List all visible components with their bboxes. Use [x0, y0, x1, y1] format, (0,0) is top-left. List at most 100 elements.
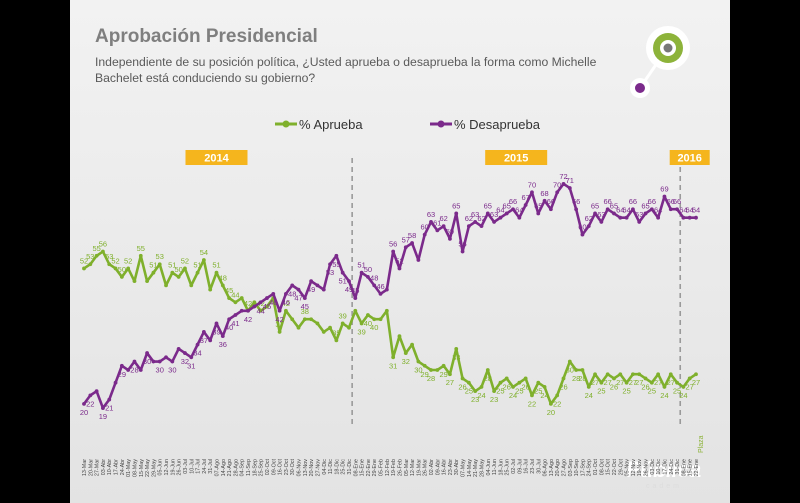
data-label-1-43: 45: [351, 286, 359, 295]
data-point-1-89: [643, 211, 648, 216]
data-point-1-93: [668, 207, 673, 212]
x-tick-label: 22-Ene: [694, 459, 700, 476]
data-point-0-64: [485, 368, 490, 372]
data-point-0-85: [618, 372, 623, 377]
data-point-0-58: [448, 372, 452, 377]
data-label-1-40: 55: [332, 260, 340, 269]
data-point-0-9: [138, 253, 143, 258]
data-label-0-14: 51: [168, 261, 176, 270]
legend-item-0: % Aprueba: [275, 117, 363, 132]
data-point-1-56: [435, 228, 440, 233]
x-tick-label: 03-Dic: [650, 459, 656, 475]
data-label-1-80: 62: [585, 214, 593, 223]
data-point-0-74: [548, 401, 553, 406]
data-label-0-86: 25: [622, 387, 630, 396]
data-point-0-5: [113, 266, 118, 271]
x-tick-label: 16-Abr: [442, 459, 448, 475]
data-point-0-41: [340, 321, 345, 326]
data-point-0-51: [403, 351, 408, 355]
data-point-1-52: [410, 241, 414, 245]
data-label-0-82: 25: [597, 387, 605, 396]
data-label-0-65: 23: [490, 395, 498, 404]
data-label-0-54: 29: [421, 370, 429, 379]
data-point-1-57: [441, 224, 446, 229]
data-label-1-44: 51: [357, 261, 365, 270]
data-point-0-52: [410, 342, 414, 347]
data-point-0-27: [252, 300, 257, 305]
data-point-0-3: [101, 249, 105, 254]
data-label-0-59: 33: [452, 353, 460, 362]
data-point-0-11: [151, 270, 156, 275]
data-point-1-61: [466, 224, 471, 229]
data-label-1-28: 44: [256, 306, 264, 315]
year-badge-bg: [485, 150, 548, 165]
x-tick-label: 08-Ene: [353, 459, 359, 476]
data-label-1-91: 64: [654, 206, 662, 215]
data-label-0-91: 27: [654, 378, 662, 387]
data-point-0-97: [694, 372, 698, 377]
data-point-1-80: [586, 224, 591, 229]
page-subtitle: Independiente de su posición política, ¿…: [95, 55, 597, 85]
page-title: Aprobación Presidencial: [95, 26, 318, 47]
data-label-1-36: 49: [307, 285, 315, 294]
data-label-1-84: 65: [610, 201, 618, 210]
data-point-1-28: [258, 300, 263, 305]
data-point-0-92: [662, 385, 667, 389]
data-point-1-78: [574, 207, 579, 212]
data-label-0-67: 26: [503, 382, 511, 391]
data-label-1-82: 63: [597, 210, 605, 219]
data-point-1-42: [347, 279, 351, 284]
data-point-1-79: [580, 232, 585, 237]
data-label-1-24: 41: [231, 319, 239, 328]
data-point-1-67: [504, 211, 509, 216]
data-point-1-74: [548, 207, 553, 212]
data-label-1-54: 60: [421, 223, 429, 232]
data-label-1-78: 66: [572, 197, 580, 206]
x-tick-label: 23-Abr: [448, 459, 454, 475]
x-tick-label: 25-Jun: [505, 459, 511, 475]
data-point-0-96: [687, 376, 692, 381]
x-tick-label: 15-Ene: [688, 459, 694, 476]
data-label-1-57: 62: [439, 214, 447, 223]
data-point-0-28: [258, 308, 263, 313]
data-point-0-66: [498, 380, 503, 385]
data-label-1-87: 66: [629, 197, 637, 206]
data-label-1-6: 29: [118, 370, 126, 379]
data-point-1-55: [429, 220, 433, 224]
data-label-0-78: 28: [572, 374, 580, 383]
data-point-1-41: [340, 270, 345, 275]
legend-marker: [282, 120, 290, 128]
data-point-1-95: [681, 215, 686, 220]
data-point-0-81: [593, 372, 597, 377]
data-label-0-21: 51: [212, 261, 220, 270]
year-badge-label: 2014: [204, 153, 229, 165]
data-label-1-97: 64: [692, 206, 700, 215]
data-label-0-3: 56: [99, 240, 107, 249]
x-tick-label: 08-Oct: [599, 459, 605, 476]
data-point-1-27: [252, 304, 257, 309]
data-label-0-40: 35: [332, 328, 340, 337]
data-point-0-2: [94, 253, 99, 258]
x-tick-label: 28-Ago: [233, 459, 239, 476]
data-label-1-93: 66: [667, 197, 675, 206]
data-label-0-89: 26: [641, 382, 649, 391]
data-point-0-46: [372, 317, 377, 322]
data-point-1-13: [164, 355, 168, 360]
data-point-1-63: [479, 224, 484, 229]
slide-background: Aprobación Presidencial Independiente de…: [70, 0, 730, 503]
x-tick-label: 17-Sep: [580, 459, 586, 476]
data-label-0-80: 24: [585, 391, 593, 400]
data-label-0-62: 23: [471, 395, 479, 404]
data-label-1-8: 28: [130, 366, 138, 375]
data-label-0-93: 27: [667, 378, 675, 387]
x-tick-label: 07-Ago: [214, 459, 220, 476]
data-point-1-94: [675, 207, 679, 212]
data-label-1-56: 61: [433, 218, 441, 227]
data-label-0-71: 22: [528, 399, 536, 408]
x-tick-label: 24-Sep: [587, 459, 593, 476]
data-label-0-55: 28: [427, 374, 435, 383]
data-point-0-7: [126, 266, 131, 271]
data-point-1-16: [183, 351, 187, 355]
data-point-0-89: [643, 376, 648, 381]
